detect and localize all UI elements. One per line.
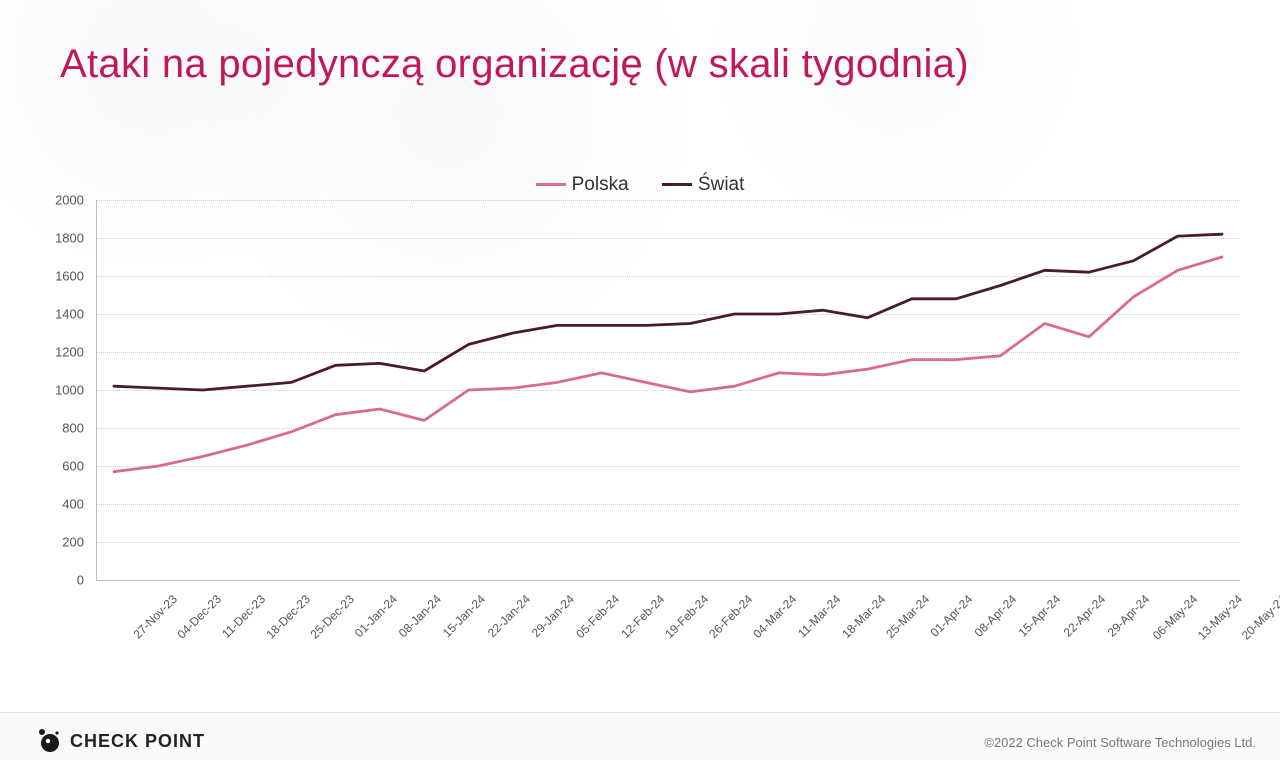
x-tick-label: 20-May-24 bbox=[1239, 592, 1280, 642]
footer: CHECK POINT ©2022 Check Point Software T… bbox=[0, 712, 1280, 760]
x-tick-label: 08-Apr-24 bbox=[972, 592, 1020, 640]
checkpoint-icon bbox=[36, 728, 62, 754]
x-tick-label: 26-Feb-24 bbox=[706, 592, 755, 641]
y-tick-label: 2000 bbox=[55, 193, 84, 208]
x-tick-label: 11-Dec-23 bbox=[219, 592, 268, 641]
y-tick-label: 1800 bbox=[55, 231, 84, 246]
x-tick-label: 27-Nov-23 bbox=[130, 592, 180, 642]
x-tick-label: 13-May-24 bbox=[1194, 592, 1244, 642]
x-tick-label: 22-Apr-24 bbox=[1060, 592, 1108, 640]
plot-svg bbox=[96, 200, 1240, 580]
legend-item-swiat: Świat bbox=[662, 174, 744, 196]
brand-text: CHECK POINT bbox=[70, 731, 205, 752]
legend: Polska Świat bbox=[0, 170, 1280, 196]
x-tick-label: 04-Mar-24 bbox=[751, 592, 800, 641]
x-tick-label: 29-Jan-24 bbox=[529, 592, 577, 640]
x-tick-label: 01-Jan-24 bbox=[351, 592, 399, 640]
y-tick-label: 1200 bbox=[55, 345, 84, 360]
chart-area: 020040060080010001200140016001800200027-… bbox=[40, 200, 1240, 680]
brand-logo: CHECK POINT bbox=[36, 728, 205, 754]
x-tick-label: 04-Dec-23 bbox=[175, 592, 225, 642]
x-tick-label: 05-Feb-24 bbox=[573, 592, 622, 641]
x-tick-label: 25-Dec-23 bbox=[308, 592, 358, 642]
y-tick-label: 1400 bbox=[55, 307, 84, 322]
copyright: ©2022 Check Point Software Technologies … bbox=[984, 735, 1256, 750]
x-tick-label: 12-Feb-24 bbox=[618, 592, 667, 641]
x-tick-label: 08-Jan-24 bbox=[396, 592, 444, 640]
y-tick-label: 0 bbox=[77, 573, 84, 588]
series-line-polska bbox=[114, 257, 1222, 472]
x-tick-label: 18-Mar-24 bbox=[839, 592, 888, 641]
legend-swatch-swiat bbox=[662, 183, 692, 186]
y-tick-label: 200 bbox=[62, 535, 84, 550]
x-tick-label: 01-Apr-24 bbox=[927, 592, 975, 640]
x-tick-label: 18-Dec-23 bbox=[263, 592, 313, 642]
series-line-swiat bbox=[114, 234, 1222, 390]
y-tick-label: 800 bbox=[62, 421, 84, 436]
y-tick-label: 1000 bbox=[55, 383, 84, 398]
x-tick-label: 19-Feb-24 bbox=[662, 592, 711, 641]
y-tick-label: 400 bbox=[62, 497, 84, 512]
y-tick-label: 1600 bbox=[55, 269, 84, 284]
legend-swatch-polska bbox=[536, 183, 566, 186]
x-tick-label: 11-Mar-24 bbox=[795, 592, 843, 640]
x-tick-label: 22-Jan-24 bbox=[484, 592, 532, 640]
y-tick-label: 600 bbox=[62, 459, 84, 474]
x-tick-label: 25-Mar-24 bbox=[884, 592, 933, 641]
x-tick-label: 29-Apr-24 bbox=[1105, 592, 1153, 640]
chart-title: Ataki na pojedynczą organizację (w skali… bbox=[60, 42, 969, 87]
x-tick-label: 06-May-24 bbox=[1150, 592, 1200, 642]
x-tick-label: 15-Jan-24 bbox=[440, 592, 488, 640]
legend-label-swiat: Świat bbox=[698, 174, 744, 196]
legend-item-polska: Polska bbox=[536, 174, 629, 196]
legend-label-polska: Polska bbox=[572, 174, 629, 196]
x-axis bbox=[96, 580, 1240, 581]
x-tick-label: 15-Apr-24 bbox=[1016, 592, 1064, 640]
